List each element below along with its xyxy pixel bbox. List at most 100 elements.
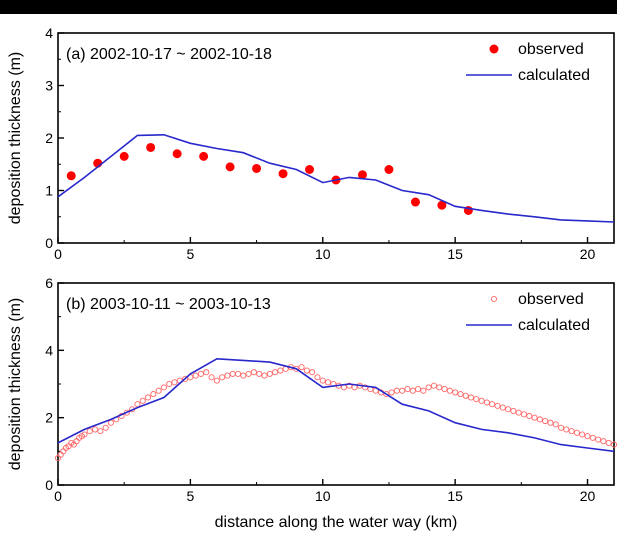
observed-point [303, 367, 310, 374]
legend-observed-label: observed [518, 291, 584, 308]
top-black-bar [0, 0, 617, 14]
y-tick-label: 3 [45, 78, 53, 94]
observed-point [404, 385, 411, 393]
observed-point [526, 412, 533, 420]
observed-point [536, 416, 543, 423]
observed-point [457, 391, 464, 398]
x-tick-label: 0 [54, 488, 62, 504]
plot-frame-0 [57, 32, 615, 244]
y-axis-label: deposition thickness (m) [7, 298, 24, 471]
panel-title: (b) 2003-10-11 ~ 2003-10-13 [66, 296, 271, 313]
observed-point [510, 407, 517, 414]
observed-point [102, 424, 109, 431]
x-tick-label: 10 [315, 488, 331, 504]
observed-point [119, 151, 129, 161]
observed-point [483, 399, 490, 406]
observed-point [425, 384, 432, 391]
observed-point [552, 421, 559, 428]
observed-point [520, 411, 528, 418]
legend-calculated-label: calculated [518, 317, 590, 334]
observed-point [393, 387, 400, 394]
observed-point [568, 428, 575, 435]
observed-point [57, 451, 64, 458]
y-tick-label: 1 [45, 183, 53, 199]
observed-point [256, 370, 263, 377]
observed-point [478, 397, 485, 404]
x-tick-label: 20 [580, 488, 596, 504]
observed-point [319, 377, 326, 384]
observed-point [86, 428, 93, 435]
observed-point [298, 364, 305, 371]
observed-point [261, 372, 268, 379]
observed-point [515, 409, 522, 416]
observed-point [499, 404, 506, 411]
observed-point [197, 370, 205, 377]
x-tick-label: 20 [580, 246, 596, 262]
y-tick-label: 4 [45, 25, 53, 41]
observed-point [430, 382, 438, 389]
observed-point [252, 163, 262, 173]
calculated-line [57, 133, 615, 223]
observed-point [229, 370, 236, 377]
x-tick-label: 15 [447, 488, 463, 504]
observed-point [225, 162, 235, 172]
observed-point [278, 169, 288, 179]
x-tick-label: 10 [315, 246, 331, 262]
observed-point [589, 434, 596, 441]
observed-point [441, 385, 448, 393]
observed-point [436, 384, 443, 391]
calculated-line [57, 357, 615, 453]
observed-point [600, 438, 607, 445]
observed-point [219, 374, 226, 381]
observed-point [595, 436, 602, 443]
observed-point [155, 387, 162, 394]
observed-point [245, 370, 252, 377]
x-tick-label: 5 [186, 488, 194, 504]
observed-point [494, 402, 501, 409]
observed-point [357, 170, 367, 180]
observed-point [462, 392, 469, 399]
observed-point [192, 372, 199, 379]
observed-point [203, 369, 210, 376]
observed-point [150, 391, 157, 398]
y-axis-label: deposition thickness (m) [7, 52, 24, 225]
y-tick-label: 0 [45, 235, 53, 251]
x-tick-label: 0 [54, 246, 62, 262]
observed-point [240, 372, 247, 379]
observed-point [182, 375, 189, 383]
observed-point [384, 165, 394, 174]
observed-point [171, 379, 178, 386]
observed-point [139, 397, 146, 404]
observed-point [383, 391, 390, 398]
observed-point [584, 433, 591, 440]
observed-point [213, 377, 220, 384]
observed-point [166, 380, 173, 388]
observed-point [531, 414, 538, 421]
observed-point [144, 394, 152, 401]
legend-observed-marker [490, 295, 498, 303]
observed-point [489, 401, 496, 408]
observed-point [557, 424, 565, 431]
observed-point [467, 394, 475, 401]
observed-point [415, 385, 422, 393]
panel-title: (a) 2002-10-17 ~ 2002-10-18 [66, 46, 272, 63]
y-tick-label: 0 [45, 477, 53, 493]
observed-point [325, 379, 332, 386]
observed-point [542, 417, 549, 425]
observed-point [250, 369, 257, 376]
observed-point [314, 374, 321, 381]
observed-point [66, 171, 76, 181]
observed-point [420, 387, 427, 394]
observed-point [437, 200, 447, 210]
observed-point [272, 369, 279, 376]
observed-point [388, 389, 395, 396]
y-tick-label: 6 [45, 275, 53, 291]
observed-point [505, 406, 512, 413]
observed-point [305, 165, 315, 174]
observed-point [346, 382, 353, 389]
observed-point [199, 151, 209, 161]
observed-point [97, 428, 104, 435]
observed-point [573, 429, 580, 436]
observed-point [399, 387, 406, 394]
observed-point [224, 372, 231, 379]
